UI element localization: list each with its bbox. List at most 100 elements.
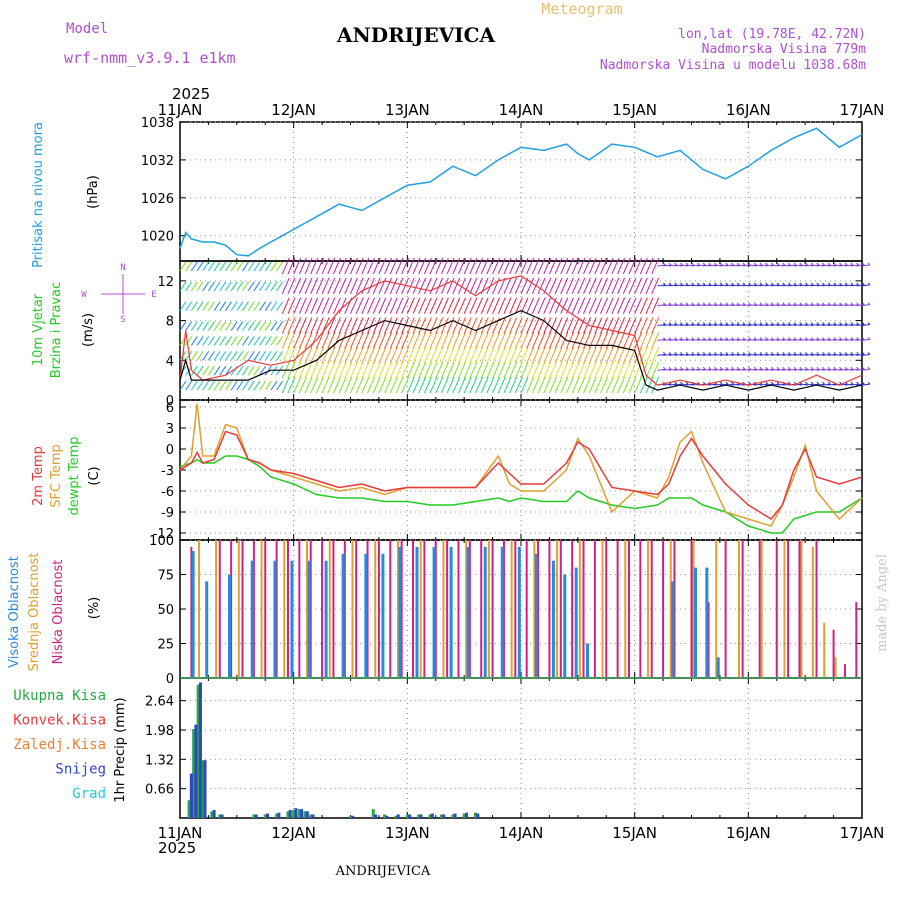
- cloud-bar: [502, 540, 505, 678]
- wind-barb: [657, 264, 666, 267]
- wind-barb: [259, 321, 266, 331]
- precip-bar: [439, 814, 443, 818]
- wind-barb: [861, 302, 865, 306]
- wind-barb: [810, 282, 814, 286]
- wind-barb: [856, 383, 865, 386]
- wind-barb: [293, 277, 302, 295]
- wind-barb: [748, 366, 752, 370]
- wind-barb: [429, 332, 438, 349]
- wind-barb: [560, 362, 569, 379]
- wind-barb: [196, 301, 204, 311]
- wind-barb: [771, 337, 774, 340]
- wind-barb: [429, 297, 438, 314]
- wind-barb: [554, 277, 563, 295]
- cloud-bar: [321, 540, 324, 678]
- wind-barb: [651, 297, 660, 314]
- wind-barb: [827, 338, 836, 341]
- wind-barb: [639, 376, 648, 394]
- wind-barb: [776, 338, 785, 341]
- wind-barb: [230, 281, 238, 292]
- wind-barb: [719, 264, 728, 267]
- wind-barb: [406, 332, 415, 349]
- wind-barb: [423, 376, 432, 394]
- wind-barb: [179, 380, 187, 391]
- wind-barb: [753, 351, 757, 355]
- x-tick-label-top: 14JAN: [499, 101, 544, 119]
- year-bottom: 2025: [158, 839, 196, 857]
- wind-barb: [765, 383, 774, 386]
- wind-barb: [702, 302, 706, 306]
- wind-barb: [685, 338, 694, 341]
- wind-barb: [805, 282, 808, 286]
- wind-barb: [213, 380, 221, 391]
- wind-barb: [714, 353, 723, 356]
- pressure-line: [179, 127, 863, 257]
- wind-barb: [395, 317, 404, 334]
- wind-barb: [378, 362, 387, 379]
- wind-barb: [378, 317, 387, 334]
- wind-barb: [412, 376, 421, 394]
- precip-bar: [305, 811, 309, 818]
- wind-barb: [378, 277, 387, 295]
- wind-barb: [287, 332, 296, 349]
- wind-barb: [753, 383, 763, 386]
- wind-barb: [531, 347, 540, 364]
- wind-barb: [270, 380, 278, 391]
- precip-bar: [218, 814, 222, 818]
- wind-barb: [622, 376, 631, 394]
- precip-unit: 1hr Precip (mm): [113, 697, 128, 802]
- wind-barb: [588, 257, 597, 275]
- wind-barb: [225, 301, 232, 311]
- cloud-bar: [586, 643, 590, 678]
- wind-barb: [514, 317, 523, 334]
- wind-barb: [355, 362, 364, 379]
- wind-barb: [321, 277, 330, 295]
- wind-barb: [537, 362, 546, 379]
- wind-barb: [276, 301, 284, 311]
- wind-barb: [850, 304, 859, 307]
- cloud-bar: [639, 540, 642, 678]
- precip-bar: [210, 811, 214, 818]
- wind-barb: [668, 351, 672, 355]
- wind-barb: [554, 332, 563, 349]
- wind-barb: [253, 301, 261, 311]
- wind-barb: [816, 282, 820, 286]
- wind-barb: [514, 257, 523, 275]
- wind-barb: [298, 332, 307, 349]
- wind-barb: [702, 282, 706, 286]
- wind-barb: [293, 347, 302, 364]
- wind-barb: [281, 297, 290, 314]
- wind-barb: [600, 297, 609, 314]
- wind-barb: [361, 347, 370, 364]
- wind-barb: [628, 277, 637, 295]
- wind-barb: [651, 376, 660, 394]
- wind-barb: [332, 347, 341, 364]
- wind-barb: [759, 284, 768, 287]
- wind-barb: [440, 332, 449, 349]
- wind-barb: [714, 264, 723, 267]
- wind-barb: [247, 351, 255, 361]
- wind-barb: [822, 337, 825, 340]
- wind-barb: [492, 376, 501, 394]
- temp2m-line: [179, 430, 863, 520]
- wind-barb: [850, 368, 859, 371]
- precip-bar: [408, 814, 412, 818]
- wind-barb: [771, 324, 780, 327]
- wind-barb: [753, 368, 763, 371]
- cloud-bar: [616, 540, 619, 678]
- wind-barb: [663, 353, 672, 356]
- wind-barb: [668, 338, 677, 341]
- wind-barb: [697, 353, 706, 356]
- cloud-bar: [517, 546, 521, 678]
- x-tick-label-bottom: 12JAN: [271, 824, 316, 842]
- precip-bar: [187, 800, 191, 818]
- wind-barb: [861, 383, 871, 386]
- wind-barb: [344, 257, 353, 275]
- wind-barb: [332, 332, 341, 349]
- wind-barb: [452, 317, 461, 334]
- wind-barb: [406, 277, 415, 295]
- wind-barb: [782, 366, 786, 370]
- wind-barb: [657, 353, 666, 356]
- precip-bar: [286, 811, 290, 818]
- cloud-bar: [205, 581, 209, 678]
